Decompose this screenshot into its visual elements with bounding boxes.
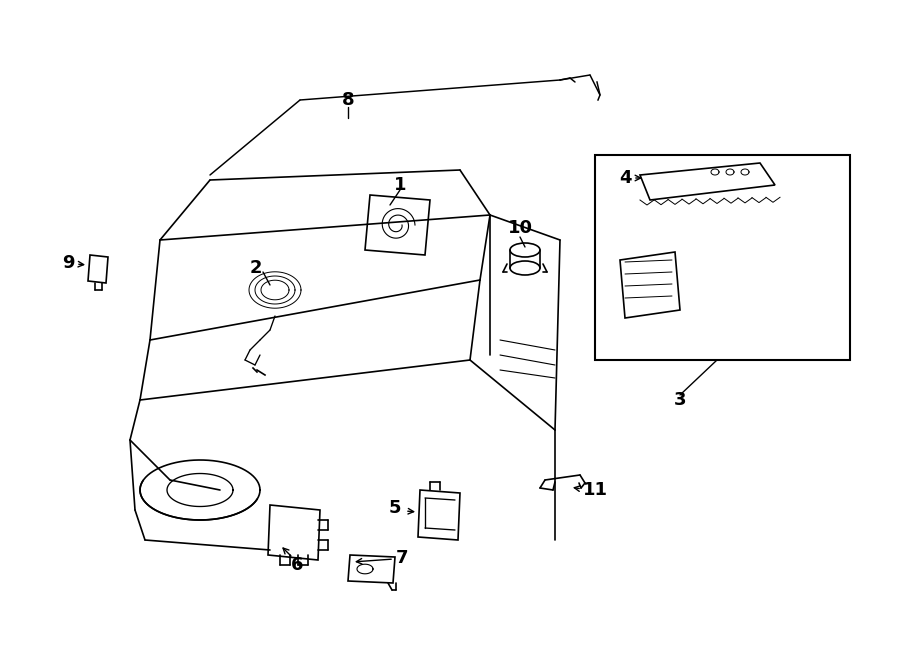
- Text: 10: 10: [508, 219, 533, 237]
- Text: 2: 2: [250, 259, 262, 277]
- Text: 4: 4: [619, 169, 631, 187]
- Text: 11: 11: [582, 481, 608, 499]
- Text: 9: 9: [62, 254, 74, 272]
- Text: 1: 1: [394, 176, 406, 194]
- Text: 3: 3: [674, 391, 686, 409]
- Bar: [595, 155, 850, 360]
- Text: 5: 5: [389, 499, 401, 517]
- Text: 7: 7: [396, 549, 409, 567]
- Text: 6: 6: [291, 556, 303, 574]
- Text: 8: 8: [342, 91, 355, 109]
